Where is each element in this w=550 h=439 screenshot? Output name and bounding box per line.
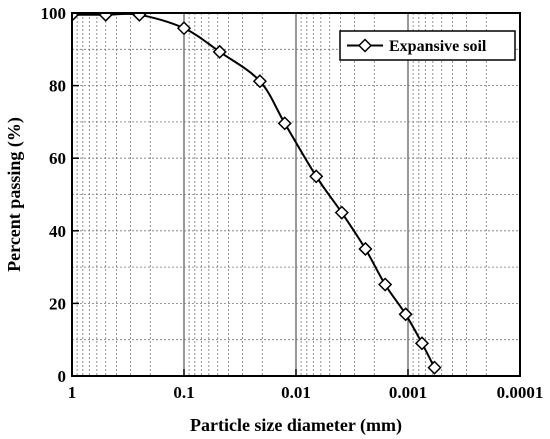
axis-ticks: 1 0.1 0.01 0.001 0.0001 0 20 40 60 80 100 bbox=[41, 4, 544, 402]
x-tick-label: 0.001 bbox=[389, 383, 427, 402]
data-point-marker bbox=[398, 307, 413, 322]
data-point-marker bbox=[414, 336, 430, 351]
data-point-marker bbox=[212, 44, 227, 59]
data-point-marker bbox=[427, 360, 442, 375]
data-point-marker bbox=[252, 74, 267, 89]
y-tick-label: 40 bbox=[49, 222, 66, 241]
data-point-marker bbox=[277, 116, 292, 131]
x-axis-label: Particle size diameter (mm) bbox=[190, 415, 402, 436]
y-tick-label: 0 bbox=[58, 367, 67, 386]
data-point-marker bbox=[132, 13, 147, 22]
legend: Expansive soil bbox=[339, 30, 516, 61]
data-point-marker bbox=[309, 169, 324, 184]
legend-marker-diamond bbox=[357, 38, 373, 53]
x-tick-label: 1 bbox=[68, 383, 77, 402]
y-tick-label: 60 bbox=[49, 149, 66, 168]
data-point-marker bbox=[72, 13, 80, 22]
data-point-marker bbox=[98, 13, 113, 22]
marker-layer bbox=[72, 13, 442, 375]
y-tick-label: 20 bbox=[49, 294, 66, 313]
x-tick-label: 0.01 bbox=[281, 383, 311, 402]
data-point-marker bbox=[358, 241, 373, 257]
data-point-marker bbox=[176, 21, 192, 36]
x-tick-label: 0.1 bbox=[173, 383, 194, 402]
x-tick-label: 0.0001 bbox=[497, 383, 544, 402]
legend-entry-label: Expansive soil bbox=[389, 38, 487, 55]
data-point-marker bbox=[378, 277, 393, 292]
y-tick-label: 100 bbox=[41, 4, 67, 23]
y-axis-label: Percent passing (%) bbox=[4, 117, 25, 272]
data-point-marker bbox=[334, 205, 349, 220]
y-tick-label: 80 bbox=[49, 77, 66, 96]
